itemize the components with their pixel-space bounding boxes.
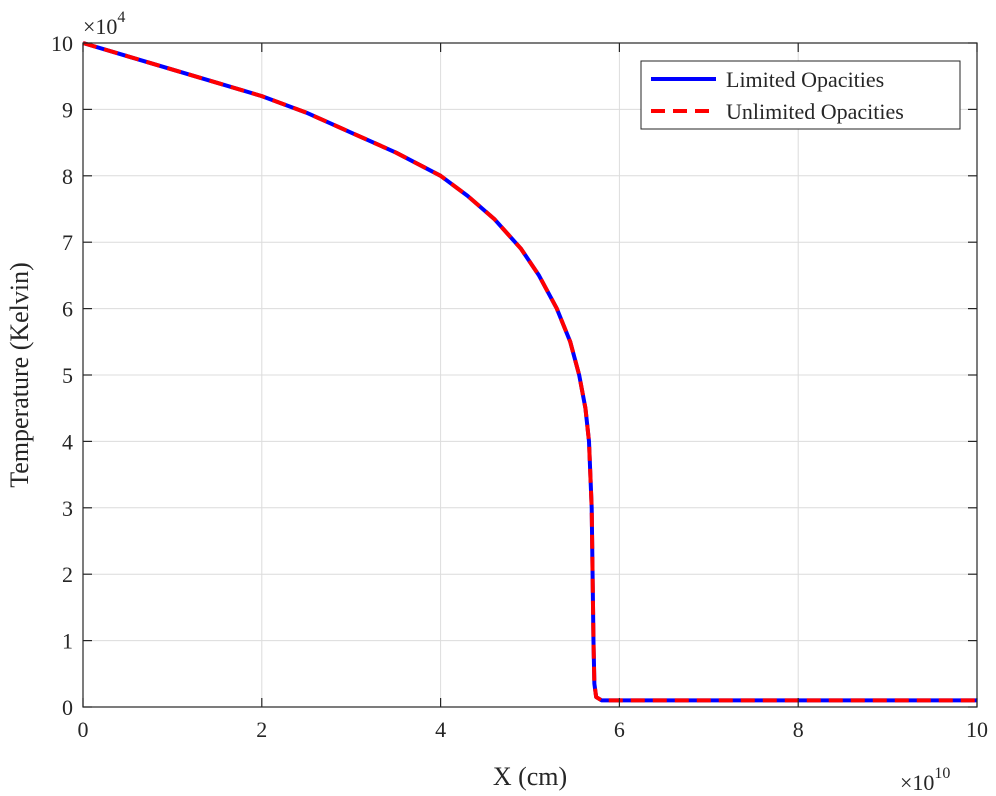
x-multiplier-exponent: 10 bbox=[934, 765, 950, 782]
y-tick-label: 0 bbox=[62, 695, 73, 720]
y-axis-label: Temperature (Kelvin) bbox=[5, 262, 34, 488]
series-line-unlimited bbox=[82, 41, 977, 703]
y-tick-label: 2 bbox=[62, 562, 73, 587]
x-multiplier-base: ×10 bbox=[900, 770, 934, 795]
axis-ticks bbox=[82, 42, 978, 708]
y-multiplier: ×104 bbox=[83, 9, 125, 39]
legend-entry-limited: Limited Opacities bbox=[726, 67, 884, 92]
legend: Limited Opacities Unlimited Opacities bbox=[640, 60, 961, 130]
svg-text:×1010: ×1010 bbox=[900, 765, 950, 795]
legend-box bbox=[640, 60, 961, 130]
y-tick-label: 1 bbox=[62, 629, 73, 654]
y-tick-label: 6 bbox=[62, 297, 73, 322]
x-tick-labels: 0 2 4 6 8 10 bbox=[78, 717, 989, 742]
y-tick-label: 8 bbox=[62, 164, 73, 189]
series-lines bbox=[82, 41, 977, 703]
y-multiplier-exponent: 4 bbox=[117, 9, 125, 26]
legend-entry-unlimited: Unlimited Opacities bbox=[726, 99, 904, 124]
x-tick-label: 0 bbox=[78, 717, 89, 742]
y-tick-label: 10 bbox=[51, 31, 73, 56]
y-tick-label: 7 bbox=[62, 230, 73, 255]
y-multiplier-base: ×10 bbox=[83, 14, 117, 39]
x-axis-label: X (cm) bbox=[493, 762, 567, 791]
y-tick-label: 5 bbox=[62, 363, 73, 388]
grid-lines bbox=[83, 43, 977, 707]
x-tick-label: 6 bbox=[614, 717, 625, 742]
x-tick-label: 10 bbox=[966, 717, 988, 742]
series-line-limited bbox=[82, 41, 977, 703]
svg-text:×104: ×104 bbox=[83, 9, 125, 39]
x-tick-label: 2 bbox=[256, 717, 267, 742]
y-tick-label: 3 bbox=[62, 496, 73, 521]
y-tick-label: 4 bbox=[62, 429, 73, 454]
y-tick-labels: 0 1 2 3 4 5 6 7 8 9 10 bbox=[51, 31, 73, 720]
y-tick-label: 9 bbox=[62, 97, 73, 122]
x-multiplier: ×1010 bbox=[900, 765, 950, 795]
x-tick-label: 8 bbox=[793, 717, 804, 742]
x-tick-label: 4 bbox=[435, 717, 446, 742]
